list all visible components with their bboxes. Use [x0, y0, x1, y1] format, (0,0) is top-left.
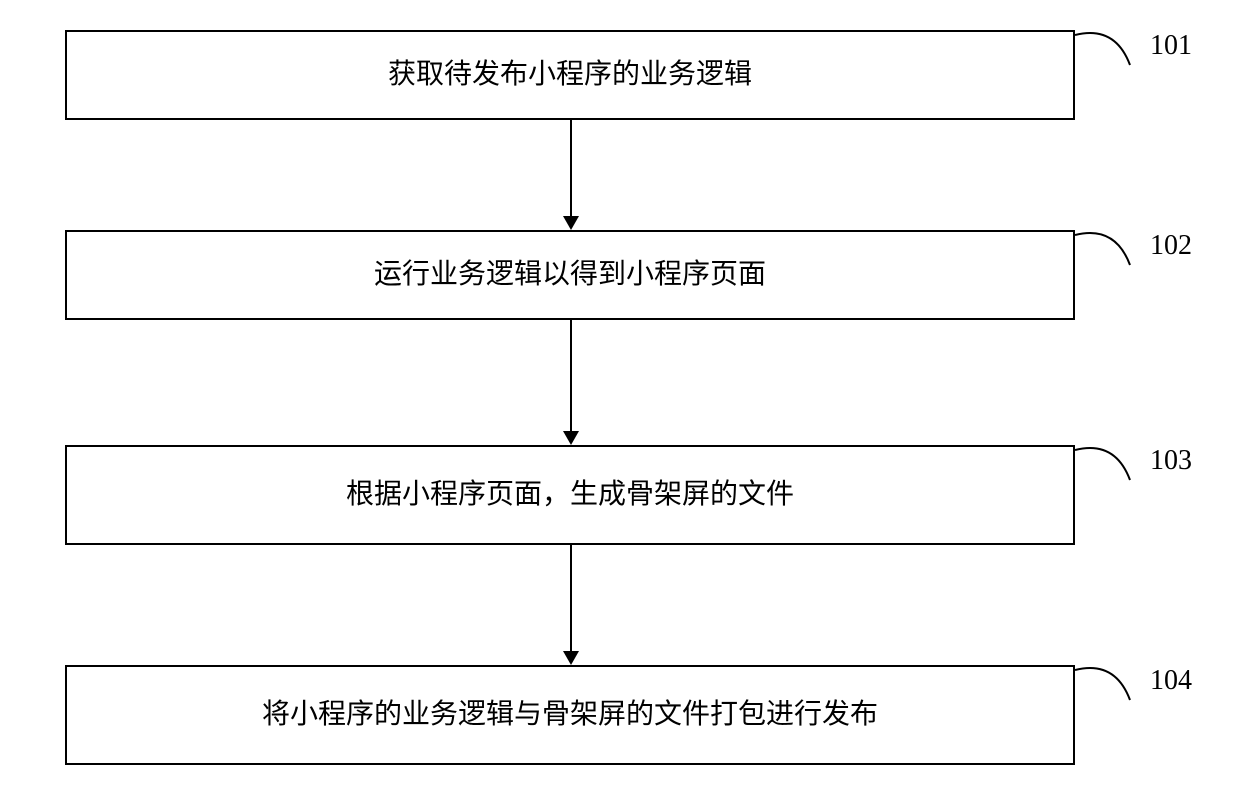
step-box-102: 运行业务逻辑以得到小程序页面: [65, 230, 1075, 320]
step-box-103: 根据小程序页面，生成骨架屏的文件: [65, 445, 1075, 545]
step-box-101: 获取待发布小程序的业务逻辑: [65, 30, 1075, 120]
flowchart-container: 获取待发布小程序的业务逻辑 101 运行业务逻辑以得到小程序页面 102 根据小…: [0, 0, 1240, 808]
step-label-101: 获取待发布小程序的业务逻辑: [388, 55, 752, 94]
step-number-103: 103: [1150, 445, 1192, 477]
arrow-head-3: [563, 651, 579, 665]
step-label-102: 运行业务逻辑以得到小程序页面: [374, 255, 766, 294]
step-box-104: 将小程序的业务逻辑与骨架屏的文件打包进行发布: [65, 665, 1075, 765]
step-number-101: 101: [1150, 30, 1192, 62]
arrow-head-1: [563, 216, 579, 230]
arrow-line-3: [570, 545, 572, 651]
arrow-line-1: [570, 120, 572, 216]
step-number-104: 104: [1150, 665, 1192, 697]
step-label-103: 根据小程序页面，生成骨架屏的文件: [346, 475, 794, 514]
arrow-line-2: [570, 320, 572, 431]
connector-curve-103: [1075, 435, 1145, 485]
connector-curve-101: [1075, 20, 1145, 70]
step-number-102: 102: [1150, 230, 1192, 262]
connector-curve-104: [1075, 655, 1145, 705]
arrow-head-2: [563, 431, 579, 445]
connector-curve-102: [1075, 220, 1145, 270]
step-label-104: 将小程序的业务逻辑与骨架屏的文件打包进行发布: [262, 695, 878, 734]
